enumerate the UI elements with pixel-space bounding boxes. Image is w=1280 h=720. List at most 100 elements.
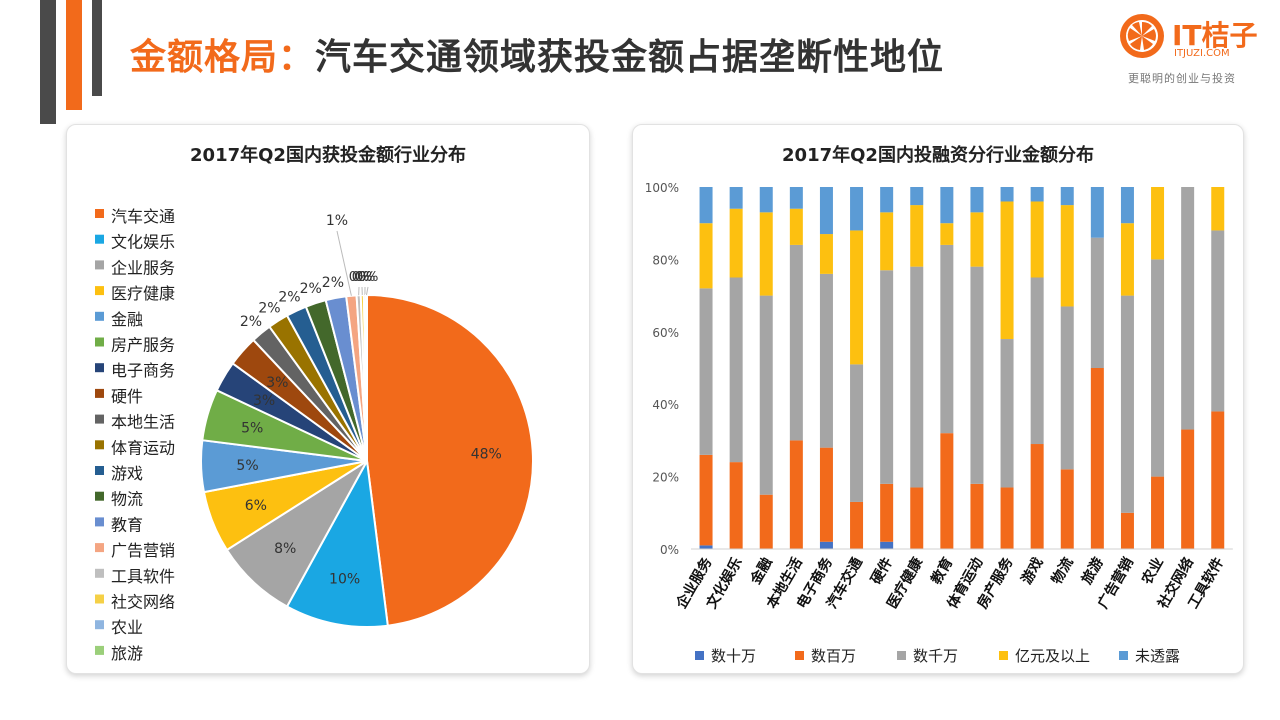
bar-seg-10-4 bbox=[1000, 187, 1014, 202]
pie-label-3: 6% bbox=[245, 498, 267, 514]
orange-slice-icon bbox=[1120, 14, 1164, 58]
bar-legend-label-1: 数百万 bbox=[811, 647, 856, 665]
pie-label-5: 5% bbox=[241, 421, 263, 437]
bar-seg-0-2 bbox=[699, 288, 713, 455]
legend-label-10: 游戏 bbox=[111, 464, 143, 483]
legend-label-8: 本地生活 bbox=[111, 413, 175, 432]
legend-swatch-16 bbox=[95, 620, 104, 630]
bar-legend-swatch-1 bbox=[795, 651, 804, 660]
bar-seg-12-4 bbox=[1060, 187, 1074, 206]
bar-seg-4-3 bbox=[819, 234, 833, 274]
legend-label-14: 工具软件 bbox=[111, 567, 175, 586]
bar-seg-5-3 bbox=[850, 230, 864, 365]
legend-swatch-9 bbox=[95, 440, 104, 450]
y-tick-4: 80% bbox=[652, 253, 679, 267]
bar-chart-title: 2017年Q2国内投融资分行业金额分布 bbox=[782, 144, 1094, 166]
legend-label-9: 体育运动 bbox=[111, 438, 175, 457]
bar-seg-0-1 bbox=[699, 454, 713, 546]
pie-leader-13 bbox=[336, 230, 352, 296]
bar-seg-11-4 bbox=[1030, 187, 1044, 202]
bar-seg-3-4 bbox=[789, 187, 803, 209]
y-tick-0: 0% bbox=[660, 543, 679, 557]
legend-label-15: 社交网络 bbox=[111, 593, 175, 612]
pie-label-14: 0% bbox=[349, 270, 370, 285]
bar-seg-9-1 bbox=[970, 483, 984, 549]
pie-label-8: 2% bbox=[240, 314, 262, 330]
bar-seg-7-2 bbox=[910, 266, 924, 488]
pie-chart-panel: 2017年Q2国内获投金额行业分布 汽车交通 文化娱乐 企业服务 医疗健康 金融 房产服务电… bbox=[66, 124, 590, 674]
legend-label-13: 广告营销 bbox=[111, 541, 175, 560]
bar-seg-15-1 bbox=[1151, 476, 1165, 549]
legend-swatch-0 bbox=[95, 209, 104, 218]
bar-seg-12-3 bbox=[1060, 205, 1074, 307]
bar-seg-3-2 bbox=[789, 244, 803, 441]
pie-slice-1 bbox=[285, 457, 389, 628]
legend-swatch-12 bbox=[95, 517, 104, 527]
legend-swatch-17 bbox=[95, 645, 104, 655]
bar-seg-4-2 bbox=[819, 273, 833, 448]
bar-seg-12-1 bbox=[1060, 469, 1074, 549]
legend-swatch-1 bbox=[95, 234, 104, 244]
pie-label-1: 10% bbox=[329, 571, 360, 587]
bar-seg-8-4 bbox=[940, 187, 954, 224]
bar-seg-4-1 bbox=[819, 447, 833, 542]
pie-label-0: 48% bbox=[471, 446, 502, 462]
bar-seg-3-3 bbox=[789, 208, 803, 245]
bar-seg-5-1 bbox=[850, 501, 864, 549]
legend-swatch-14 bbox=[95, 568, 104, 578]
bar-seg-0-4 bbox=[699, 187, 713, 224]
x-tick-2: 金融 bbox=[746, 555, 775, 589]
pie-leader-17 bbox=[365, 286, 369, 296]
legend-swatch-5 bbox=[95, 337, 104, 347]
bar-seg-6-0 bbox=[880, 541, 894, 549]
y-tick-2: 40% bbox=[652, 398, 679, 412]
page-title-main: 汽车交通领域获投金额占据垄断性地位 bbox=[315, 37, 945, 78]
bar-seg-1-4 bbox=[729, 187, 743, 209]
logo-name: IT桔子 bbox=[1172, 19, 1258, 52]
legend-label-0: 汽车交通 bbox=[111, 207, 175, 226]
bar-seg-7-3 bbox=[910, 205, 924, 267]
bar-seg-6-4 bbox=[880, 187, 894, 213]
pie-label-15: 0% bbox=[352, 270, 373, 285]
bar-seg-16-1 bbox=[1181, 429, 1195, 549]
bar-seg-10-3 bbox=[1000, 201, 1014, 340]
y-tick-3: 60% bbox=[652, 326, 679, 340]
bar-seg-7-1 bbox=[910, 487, 924, 549]
bar-seg-7-4 bbox=[910, 187, 924, 206]
x-tick-12: 物流 bbox=[1048, 555, 1077, 588]
x-tick-15: 农业 bbox=[1138, 555, 1167, 589]
legend-label-11: 物流 bbox=[111, 490, 143, 509]
bar-seg-3-1 bbox=[789, 440, 803, 549]
bar-seg-9-4 bbox=[970, 187, 984, 213]
pie-label-17: 0% bbox=[358, 270, 379, 285]
logo-slogan: 更聪明的创业与投资 bbox=[1128, 72, 1236, 85]
bar-seg-14-4 bbox=[1120, 187, 1134, 224]
bar-legend-swatch-4 bbox=[1119, 651, 1128, 660]
bar-legend-swatch-2 bbox=[897, 651, 906, 660]
bar-legend-swatch-0 bbox=[695, 651, 704, 660]
decor-bar-dark-short bbox=[92, 0, 102, 96]
bar-seg-9-2 bbox=[970, 266, 984, 484]
legend-label-6: 电子商务 bbox=[111, 361, 175, 380]
bar-seg-4-0 bbox=[819, 541, 833, 549]
bar-seg-14-1 bbox=[1120, 512, 1134, 549]
bar-legend-label-2: 数千万 bbox=[913, 647, 958, 665]
legend-swatch-8 bbox=[95, 414, 104, 424]
pie-label-16: 0% bbox=[355, 270, 376, 285]
bar-seg-1-1 bbox=[729, 462, 743, 549]
bar-seg-15-3 bbox=[1151, 187, 1165, 260]
bar-seg-4-4 bbox=[819, 187, 833, 235]
bar-seg-0-0 bbox=[699, 545, 713, 549]
bar-seg-14-3 bbox=[1120, 223, 1134, 296]
bar-legend-label-3: 亿元及以上 bbox=[1015, 647, 1090, 665]
x-tick-11: 游戏 bbox=[1018, 555, 1047, 588]
bar-seg-13-1 bbox=[1090, 368, 1104, 549]
bar-legend-label-0: 数十万 bbox=[711, 647, 756, 665]
bar-seg-17-1 bbox=[1211, 411, 1225, 549]
bar-seg-1-2 bbox=[729, 277, 743, 463]
pie-chart: 2017年Q2国内获投金额行业分布汽车交通文化娱乐企业服务医疗健康金融房产服务电… bbox=[95, 144, 534, 663]
x-tick-6: 硬件 bbox=[867, 555, 896, 588]
legend-label-3: 医疗健康 bbox=[111, 284, 175, 303]
bar-seg-2-2 bbox=[759, 295, 773, 495]
bar-seg-10-2 bbox=[1000, 339, 1014, 488]
